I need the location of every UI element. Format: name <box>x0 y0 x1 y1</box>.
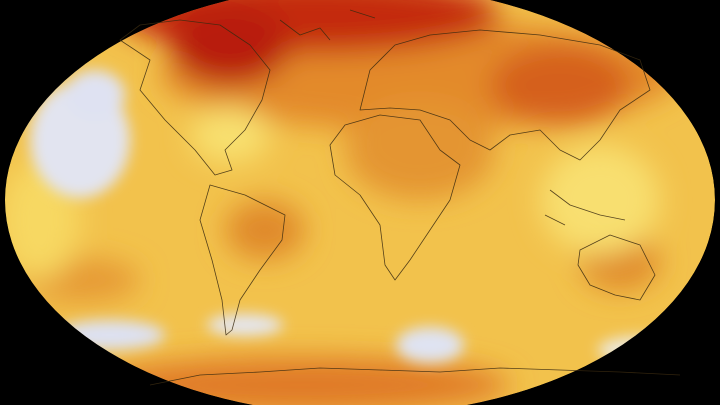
coastlines <box>119 9 681 386</box>
